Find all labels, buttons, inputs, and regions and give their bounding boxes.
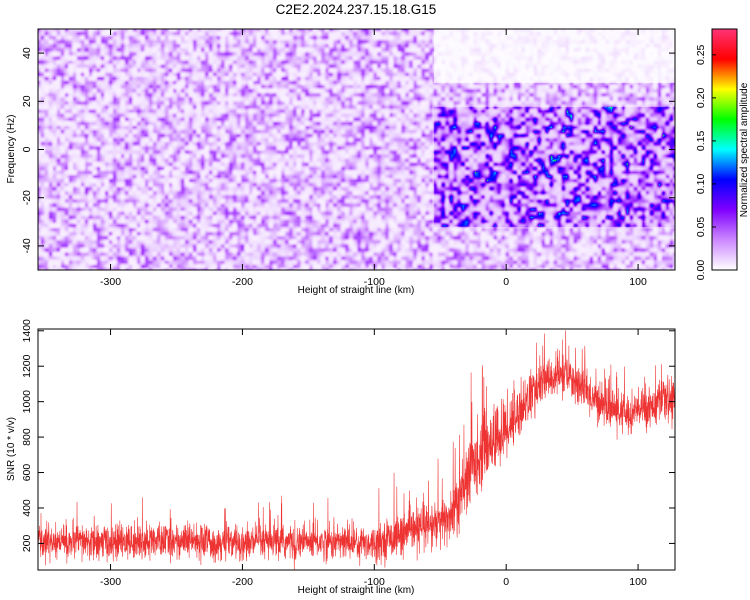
heatmap-x-ticks: -300 -200 -100 0 100 xyxy=(100,29,647,288)
colorbar-tick-label: 0.15 xyxy=(695,131,707,152)
heatmap-y-tick-label: 20 xyxy=(21,95,33,107)
colorbar-tick-label: 0.00 xyxy=(695,260,707,281)
colorbar-tick-label: 0.05 xyxy=(695,217,707,238)
heatmap-y-tick-label: 40 xyxy=(21,47,33,59)
heatmap-y-ticks: -40 -20 0 20 40 xyxy=(21,47,675,253)
heatmap-y-tick-label: 0 xyxy=(21,146,33,152)
heatmap-y-tick-label: -20 xyxy=(21,190,33,205)
colorbar-label: Normalized spectral amplitude xyxy=(739,82,750,217)
snr-y-tick-label: 1200 xyxy=(21,354,33,378)
heatmap-x-tick-label: 100 xyxy=(629,276,647,288)
heatmap-y-tick-label: -40 xyxy=(21,238,33,253)
snr-x-tick-label: -200 xyxy=(232,576,253,588)
colorbar-ticks: 0.00 0.05 0.10 0.15 0.20 0.25 xyxy=(695,44,716,280)
snr-x-ticks: -300 -200 -100 0 100 xyxy=(100,329,647,588)
heatmap-image xyxy=(38,29,675,270)
heatmap-x-tick-label: 0 xyxy=(503,276,509,288)
snr-y-axis-label: SNR (10 * v/v) xyxy=(6,417,17,481)
heatmap-x-tick-label: -300 xyxy=(100,276,121,288)
snr-x-tick-label: 0 xyxy=(503,576,509,588)
figure-title: C2E2.2024.237.15.18.G15 xyxy=(276,2,437,17)
heatmap-x-axis-label: Height of straight line (km) xyxy=(298,285,415,296)
snr-x-tick-label: 100 xyxy=(629,576,647,588)
snr-y-tick-label: 1000 xyxy=(21,390,33,414)
colorbar-tick-label: 0.20 xyxy=(695,87,707,108)
snr-x-tick-label: -300 xyxy=(100,576,121,588)
snr-y-tick-label: 600 xyxy=(21,464,33,482)
snr-y-tick-label: 400 xyxy=(21,499,33,517)
snr-y-tick-label: 200 xyxy=(21,535,33,553)
heatmap-x-tick-label: -200 xyxy=(232,276,253,288)
heatmap-x-tick-label: -100 xyxy=(364,276,385,288)
colorbar: 0.00 0.05 0.10 0.15 0.20 0.25 Normalized spec… xyxy=(695,28,750,280)
snr-x-axis-label: Height of straight line (km) xyxy=(298,585,415,596)
colorbar-tick-label: 0.25 xyxy=(695,44,707,65)
colorbar-frame xyxy=(711,28,738,271)
snr-y-tick-label: 1400 xyxy=(21,319,33,343)
colorbar-gradient xyxy=(712,29,737,270)
heatmap-y-axis-label: Frequency (Hz) xyxy=(6,115,17,184)
snr-series-line xyxy=(38,330,675,570)
snr-frame xyxy=(37,328,676,571)
snr-y-tick-label: 800 xyxy=(21,428,33,446)
snr-x-tick-label: -100 xyxy=(364,576,385,588)
snr-y-ticks: 200 400 600 800 1000 1200 1400 xyxy=(21,319,675,552)
colorbar-tick-label: 0.10 xyxy=(695,174,707,195)
snr-panel: -300 -200 -100 0 100 200 400 600 800 1000 1200 140… xyxy=(6,319,676,596)
